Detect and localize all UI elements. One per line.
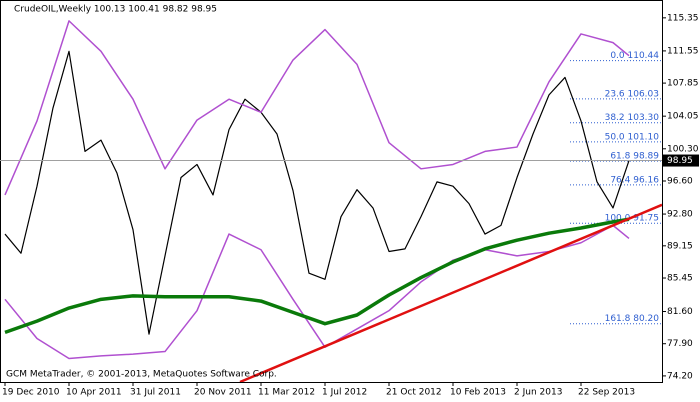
y-tick-label: 104.05 <box>667 112 699 122</box>
x-tick-label: 31 Jul 2011 <box>130 388 181 398</box>
y-tick-label: 92.80 <box>667 210 693 220</box>
x-tick-label: 2 Jun 2013 <box>514 388 562 398</box>
series-line <box>4 217 630 335</box>
fib-label: 0.0 110.44 <box>610 51 659 61</box>
x-tick-label: 11 Mar 2012 <box>258 388 315 398</box>
series-line <box>4 50 630 335</box>
y-tick-label: 96.60 <box>667 176 693 186</box>
x-tick-label: 22 Sep 2013 <box>578 388 635 398</box>
x-tick-label: 10 Apr 2011 <box>66 388 122 398</box>
x-tick-label: 19 Dec 2010 <box>2 388 60 398</box>
x-tick-label: 10 Feb 2013 <box>450 388 506 398</box>
fib-label: 23.6 106.03 <box>605 89 659 99</box>
y-tick-label: 100.30 <box>667 144 699 154</box>
copyright: GCM MetaTrader, © 2001-2013, MetaQuotes … <box>6 370 277 380</box>
chart-title: CrudeOIL,Weekly 100.13 100.41 98.82 98.9… <box>14 5 217 15</box>
y-tick-label: 111.55 <box>667 46 699 56</box>
y-tick-label: 81.60 <box>667 307 693 317</box>
y-tick-label: 74.20 <box>667 371 693 381</box>
y-tick-label: 89.15 <box>667 241 693 251</box>
x-tick-label: 1 Jul 2012 <box>322 388 367 398</box>
fib-label: 50.0 101.10 <box>605 132 660 142</box>
fib-label: 161.8 80.20 <box>605 314 660 324</box>
fib-label: 38.2 103.30 <box>605 113 660 123</box>
last-price-label: 98.95 <box>667 156 693 166</box>
series-line <box>4 20 630 196</box>
plot-frame <box>0 0 663 383</box>
y-tick-label: 107.85 <box>667 79 699 89</box>
plot: 0.0 110.44 23.6 106.03 38.2 103.30 50.0 101… <box>4 20 663 384</box>
y-tick-label: 115.35 <box>667 13 699 23</box>
last-price-box <box>663 154 699 167</box>
fib-label: 76.4 96.16 <box>610 175 659 185</box>
series-line <box>239 203 663 384</box>
x-tick-label: 21 Oct 2012 <box>386 388 442 398</box>
y-tick-label: 77.90 <box>667 339 693 349</box>
y-tick-label: 85.45 <box>667 274 693 284</box>
fib-label: 61.8 98.89 <box>610 152 659 162</box>
x-tick-label: 20 Nov 2011 <box>194 388 252 398</box>
